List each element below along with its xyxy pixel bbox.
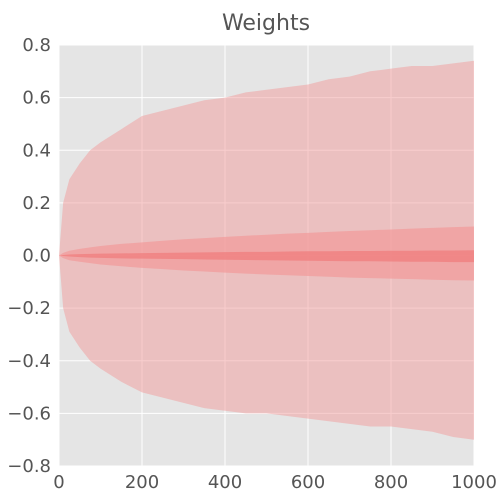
y-tick-label: −0.6 xyxy=(7,403,51,424)
y-tick-label: −0.8 xyxy=(7,456,51,477)
band-series xyxy=(59,60,474,440)
y-tick-label: 0.0 xyxy=(22,246,51,267)
y-tick-label: 0.6 xyxy=(22,88,51,109)
y-tick-label: −0.2 xyxy=(7,298,51,319)
band-2 xyxy=(59,250,474,263)
y-tick-label: −0.4 xyxy=(7,351,51,372)
x-tick-label: 800 xyxy=(374,472,408,493)
x-tick-label: 400 xyxy=(208,472,242,493)
x-tick-label: 600 xyxy=(291,472,325,493)
x-tick-label: 0 xyxy=(53,472,64,493)
x-tick-label: 1000 xyxy=(451,472,497,493)
y-tick-label: 0.2 xyxy=(22,193,51,214)
tick-labels: 0 200 400 600 800 1000 −0.8 −0.6 −0.4 −0.2 0.0 0.2 0… xyxy=(7,35,497,493)
y-tick-label: 0.8 xyxy=(22,35,51,56)
chart-title: Weights xyxy=(222,11,310,36)
y-tick-label: 0.4 xyxy=(22,140,51,161)
x-tick-label: 200 xyxy=(125,472,159,493)
